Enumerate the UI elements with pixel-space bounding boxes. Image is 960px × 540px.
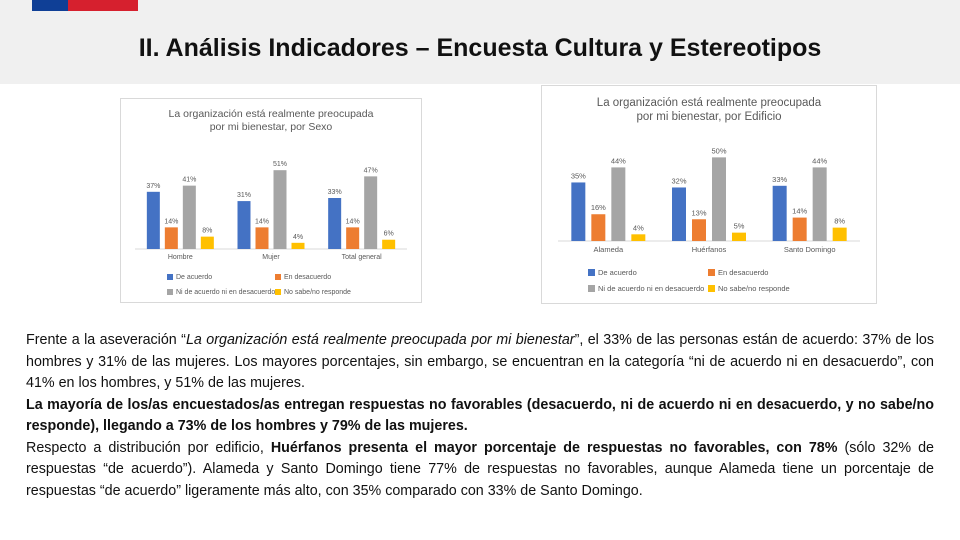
chart1-bar [812, 167, 827, 241]
chart1-data-label: 8% [834, 217, 845, 226]
chart1-category-label: Santo Domingo [784, 245, 836, 254]
chart0-title-line: por mi bienestar, por Sexo [210, 121, 333, 133]
chart1-category-label: Huérfanos [692, 245, 727, 254]
chart0-bar [364, 176, 378, 249]
chart0-bar [328, 198, 342, 249]
chart0-title-line: La organización está realmente preocupad… [169, 108, 374, 120]
chart-por-sexo-svg: La organización está realmente preocupad… [135, 108, 407, 296]
paragraph-1: Frente a la aseveración “La organización… [26, 330, 934, 395]
chart1-data-label: 16% [591, 203, 606, 212]
chart0-bar [273, 170, 287, 249]
body-text: Frente a la aseveración “La organización… [26, 330, 934, 502]
chart-por-edificio: La organización está realmente preocupad… [541, 85, 877, 304]
chart0-legend-swatch [167, 289, 173, 295]
chart1-data-label: 4% [633, 223, 644, 232]
chart0-category-label: Mujer [262, 254, 280, 261]
chart1-bar [591, 214, 606, 241]
chart0-bar [200, 236, 214, 249]
chart0-data-label: 31% [237, 192, 251, 199]
chart0-data-label: 14% [164, 218, 178, 225]
chart1-legend-label: De acuerdo [598, 268, 637, 277]
chart0-bar [237, 201, 251, 249]
chart0-legend-label: Ni de acuerdo ni en desacuerdo [176, 289, 275, 296]
chart1-legend-swatch [708, 269, 715, 276]
chart1-bar [611, 167, 626, 241]
chart1-data-label: 32% [671, 176, 686, 185]
p1-quote: La organización está realmente preocupad… [185, 332, 575, 348]
chart0-legend-swatch [275, 289, 281, 295]
chart1-bar [571, 182, 586, 241]
chart1-legend-swatch [588, 285, 595, 292]
chart0-legend-label: En desacuerdo [284, 274, 331, 281]
chart1-legend-swatch [708, 285, 715, 292]
chart1-bar [631, 234, 646, 241]
chart0-data-label: 37% [146, 183, 160, 190]
chart1-legend-label: Ni de acuerdo ni en desacuerdo [598, 284, 704, 293]
chart1-bar [672, 187, 686, 241]
chart1-bar [712, 157, 726, 241]
chart0-legend-label: No sabe/no responde [284, 289, 351, 296]
chart1-bar [772, 185, 787, 241]
chart1-data-label: 35% [571, 171, 586, 180]
paragraph-2: La mayoría de los/as encuestados/as entr… [26, 395, 934, 438]
chart1-bar [692, 219, 706, 241]
chart0-data-label: 14% [346, 218, 360, 225]
chart0-data-label: 8% [202, 228, 212, 235]
p2-text: La mayoría de los/as encuestados/as entr… [26, 396, 934, 435]
chart0-data-label: 6% [384, 231, 394, 238]
chart1-legend-label: No sabe/no responde [718, 284, 790, 293]
chart1-category-label: Alameda [594, 245, 624, 254]
chart-por-edificio-svg: La organización está realmente preocupad… [558, 97, 860, 293]
chart1-legend-swatch [588, 269, 595, 276]
p3-text-a: Respecto a distribución por edificio, [26, 439, 271, 456]
chart0-data-label: 41% [182, 177, 196, 184]
chart1-data-label: 13% [691, 208, 706, 217]
chart1-data-label: 50% [711, 146, 726, 155]
flag-stripe [32, 0, 138, 11]
chart1-data-label: 33% [772, 175, 787, 184]
chart0-legend-label: De acuerdo [176, 274, 212, 281]
chart0-data-label: 4% [293, 234, 303, 241]
chart1-bar [832, 227, 847, 241]
chart0-bar [164, 227, 178, 249]
chart-por-sexo: La organización está realmente preocupad… [120, 98, 422, 303]
chart1-bar [792, 217, 807, 241]
p3-bold: Huérfanos presenta el mayor porcentaje d… [270, 439, 838, 456]
chart0-bar [291, 242, 305, 249]
chart1-data-label: 5% [734, 222, 745, 231]
chart1-legend-label: En desacuerdo [718, 268, 768, 277]
chart0-data-label: 47% [364, 167, 378, 174]
chart0-data-label: 33% [328, 189, 342, 196]
chart0-category-label: Hombre [168, 254, 193, 261]
chart0-data-label: 51% [273, 161, 287, 168]
chart1-title-line: La organización está realmente preocupad… [597, 97, 822, 109]
chart1-title-line: por mi bienestar, por Edificio [636, 111, 781, 123]
chart0-legend-swatch [167, 274, 173, 280]
p1-text-b: ”, el 33% de las personas están de acuer… [26, 332, 935, 391]
chart1-data-label: 44% [812, 156, 827, 165]
p3-text-b: (sólo 32% de respuestas “de acuerdo”). A… [26, 439, 934, 499]
chart1-data-label: 44% [611, 156, 626, 165]
chart0-bar [182, 185, 196, 249]
chart0-bar [346, 227, 360, 249]
chart0-bar [382, 239, 396, 249]
chart1-data-label: 14% [792, 207, 807, 216]
chart0-data-label: 14% [255, 218, 269, 225]
page-title: II. Análisis Indicadores – Encuesta Cult… [138, 34, 822, 62]
p1-text-a: Frente a la aseveración “ [26, 332, 186, 348]
chart0-legend-swatch [275, 274, 281, 280]
chart1-bar [732, 232, 746, 241]
chart0-category-label: Total general [342, 254, 383, 261]
chart0-bar [255, 227, 269, 249]
chart0-bar [146, 191, 160, 249]
paragraph-3: Respecto a distribución por edificio, Hu… [26, 438, 934, 503]
header-bar [0, 0, 960, 84]
